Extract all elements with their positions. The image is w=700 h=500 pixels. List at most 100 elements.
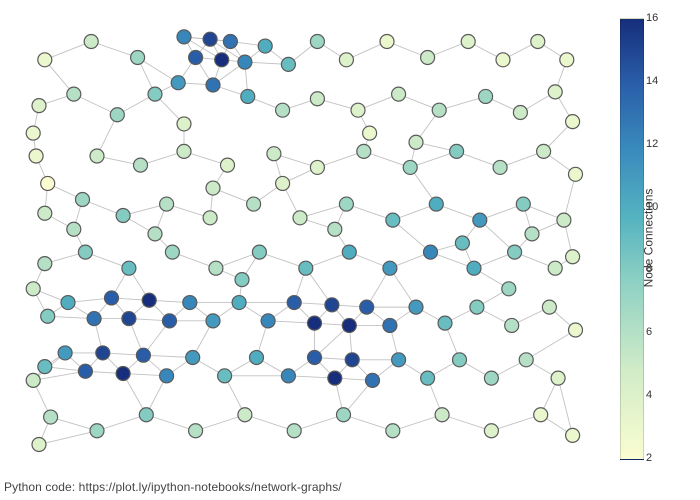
network-node[interactable] (383, 318, 397, 332)
network-node[interactable] (105, 291, 119, 305)
network-node[interactable] (96, 346, 110, 360)
network-node[interactable] (221, 158, 235, 172)
network-node[interactable] (267, 147, 281, 161)
network-node[interactable] (116, 209, 130, 223)
network-node[interactable] (473, 213, 487, 227)
network-node[interactable] (287, 424, 301, 438)
network-node[interactable] (386, 213, 400, 227)
network-node[interactable] (131, 51, 145, 65)
network-node[interactable] (542, 300, 556, 314)
network-node[interactable] (171, 76, 185, 90)
network-node[interactable] (551, 371, 565, 385)
network-node[interactable] (345, 353, 359, 367)
network-node[interactable] (32, 438, 46, 452)
network-node[interactable] (38, 53, 52, 67)
network-node[interactable] (163, 314, 177, 328)
network-node[interactable] (308, 316, 322, 330)
network-node[interactable] (87, 312, 101, 326)
network-node[interactable] (139, 408, 153, 422)
network-node[interactable] (360, 300, 374, 314)
network-node[interactable] (276, 176, 290, 190)
network-node[interactable] (351, 103, 365, 117)
network-node[interactable] (566, 115, 580, 129)
network-node[interactable] (44, 410, 58, 424)
network-node[interactable] (339, 53, 353, 67)
network-node[interactable] (258, 39, 272, 53)
network-node[interactable] (67, 222, 81, 236)
network-node[interactable] (177, 144, 191, 158)
network-node[interactable] (250, 351, 264, 365)
network-node[interactable] (557, 213, 571, 227)
network-node[interactable] (232, 296, 246, 310)
network-node[interactable] (308, 351, 322, 365)
network-node[interactable] (252, 245, 266, 259)
network-node[interactable] (479, 89, 493, 103)
network-node[interactable] (165, 245, 179, 259)
network-node[interactable] (484, 424, 498, 438)
network-node[interactable] (409, 135, 423, 149)
network-node[interactable] (32, 99, 46, 113)
network-node[interactable] (90, 149, 104, 163)
network-node[interactable] (203, 32, 217, 46)
network-node[interactable] (438, 316, 452, 330)
network-node[interactable] (403, 160, 417, 174)
network-node[interactable] (116, 367, 130, 381)
network-node[interactable] (26, 126, 40, 140)
network-node[interactable] (287, 296, 301, 310)
network-node[interactable] (177, 30, 191, 44)
network-node[interactable] (337, 408, 351, 422)
network-node[interactable] (76, 192, 90, 206)
network-node[interactable] (310, 92, 324, 106)
network-node[interactable] (122, 312, 136, 326)
network-node[interactable] (78, 245, 92, 259)
network-node[interactable] (450, 144, 464, 158)
network-node[interactable] (78, 364, 92, 378)
network-node[interactable] (241, 89, 255, 103)
network-node[interactable] (560, 53, 574, 67)
network-node[interactable] (134, 158, 148, 172)
network-node[interactable] (453, 353, 467, 367)
network-node[interactable] (238, 55, 252, 69)
network-node[interactable] (537, 144, 551, 158)
network-node[interactable] (160, 197, 174, 211)
network-node[interactable] (534, 408, 548, 422)
network-node[interactable] (310, 160, 324, 174)
network-node[interactable] (299, 261, 313, 275)
network-node[interactable] (455, 236, 469, 250)
network-node[interactable] (84, 34, 98, 48)
network-node[interactable] (421, 51, 435, 65)
network-node[interactable] (41, 176, 55, 190)
network-node[interactable] (67, 87, 81, 101)
network-node[interactable] (342, 245, 356, 259)
network-node[interactable] (502, 282, 516, 296)
network-node[interactable] (325, 298, 339, 312)
network-node[interactable] (136, 348, 150, 362)
network-node[interactable] (409, 300, 423, 314)
network-node[interactable] (566, 428, 580, 442)
network-node[interactable] (110, 108, 124, 122)
network-node[interactable] (148, 87, 162, 101)
network-node[interactable] (276, 103, 290, 117)
network-node[interactable] (41, 309, 55, 323)
network-node[interactable] (548, 261, 562, 275)
network-node[interactable] (519, 353, 533, 367)
network-node[interactable] (516, 197, 530, 211)
network-node[interactable] (206, 314, 220, 328)
network-node[interactable] (26, 282, 40, 296)
network-node[interactable] (435, 408, 449, 422)
network-node[interactable] (90, 424, 104, 438)
network-node[interactable] (29, 149, 43, 163)
network-node[interactable] (160, 369, 174, 383)
network-node[interactable] (223, 34, 237, 48)
network-node[interactable] (189, 51, 203, 65)
network-node[interactable] (569, 167, 583, 181)
network-node[interactable] (421, 371, 435, 385)
network-node[interactable] (342, 318, 356, 332)
network-node[interactable] (467, 261, 481, 275)
network-node[interactable] (215, 53, 229, 67)
network-node[interactable] (206, 78, 220, 92)
network-node[interactable] (569, 323, 583, 337)
network-node[interactable] (310, 34, 324, 48)
network-node[interactable] (148, 227, 162, 241)
network-node[interactable] (177, 117, 191, 131)
